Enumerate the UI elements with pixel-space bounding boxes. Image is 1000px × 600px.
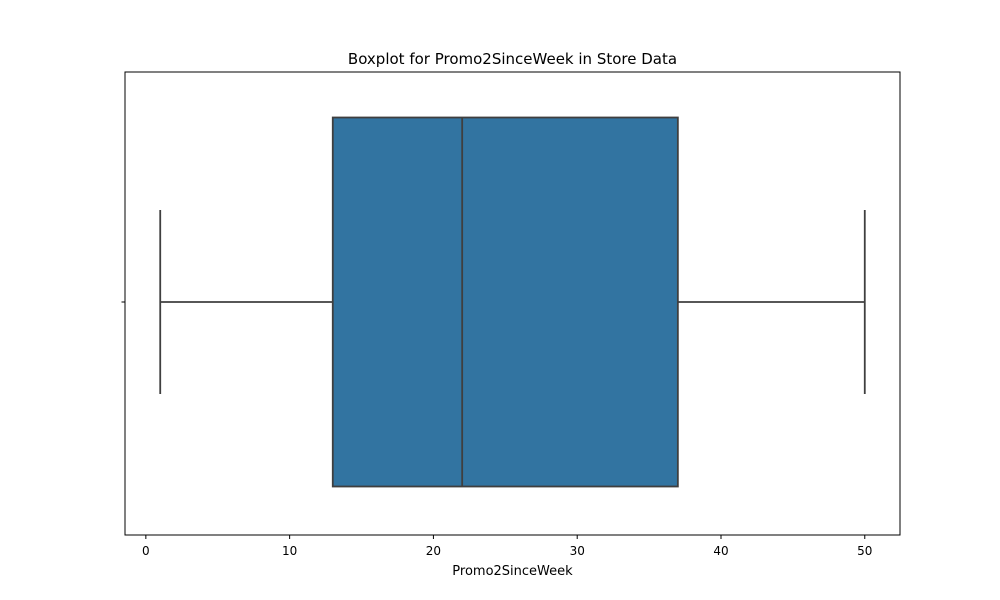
x-axis-label: Promo2SinceWeek	[452, 564, 573, 579]
x-tick-label: 50	[857, 544, 872, 558]
x-tick-label: 40	[713, 544, 728, 558]
box	[331, 116, 679, 488]
x-tick-label: 0	[142, 544, 150, 558]
x-tick-label: 20	[426, 544, 441, 558]
chart-title: Boxplot for Promo2SinceWeek in Store Dat…	[348, 50, 677, 68]
axes-frame	[124, 71, 901, 536]
x-tick-label: 10	[282, 544, 297, 558]
x-tick-label: 30	[570, 544, 585, 558]
x-axis: 0 10 20 30 40 50	[142, 535, 872, 558]
plot-area	[159, 116, 866, 488]
